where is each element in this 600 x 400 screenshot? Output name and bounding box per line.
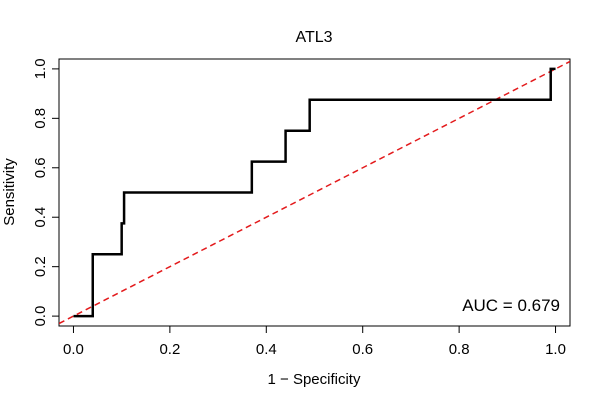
auc-annotation: AUC = 0.679: [462, 296, 560, 315]
x-tick-label: 0.0: [63, 341, 84, 358]
y-tick-label: 0.8: [32, 108, 49, 129]
roc-curve: [73, 67, 556, 318]
y-tick-label: 1.0: [32, 58, 49, 79]
x-axis-label: 1 − Specificity: [268, 371, 361, 388]
x-axis: 0.0 0.2 0.4 0.6 0.8 1.0: [63, 325, 566, 358]
x-tick-label: 0.2: [159, 341, 180, 358]
x-tick-label: 1.0: [545, 341, 566, 358]
y-tick-label: 0.0: [32, 306, 49, 327]
chart-title: ATL3: [295, 29, 332, 46]
x-tick-label: 0.6: [352, 341, 373, 358]
reference-line: [59, 60, 570, 325]
y-tick-label: 0.2: [32, 256, 49, 277]
y-tick-label: 0.6: [32, 157, 49, 178]
x-tick-label: 0.4: [256, 341, 277, 358]
y-axis-label: Sensitivity: [1, 158, 18, 226]
x-tick-label: 0.8: [449, 341, 470, 358]
y-axis: 0.0 0.2 0.4 0.6 0.8 1.0: [32, 58, 60, 327]
plot-area: [59, 60, 570, 325]
y-tick-label: 0.4: [32, 207, 49, 228]
